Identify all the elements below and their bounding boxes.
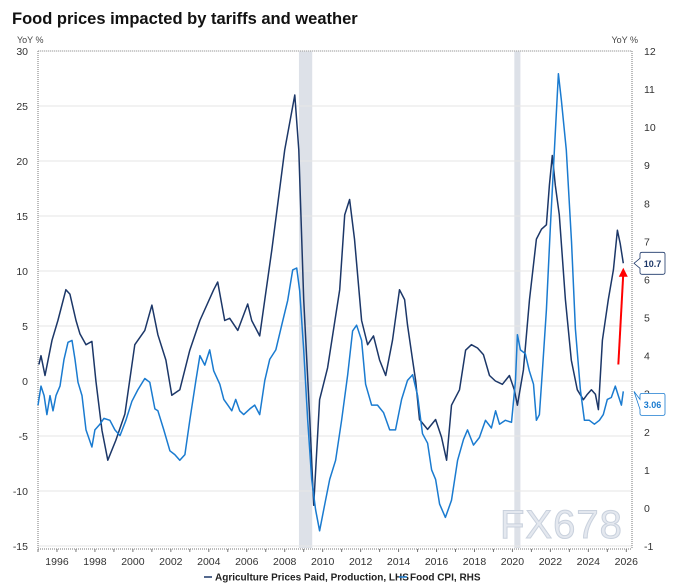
right-tick-label: 2 (644, 427, 650, 439)
x-tick-label: 2012 (349, 556, 373, 568)
left-tick-label: 0 (22, 376, 28, 388)
left-tick-label: -15 (13, 541, 28, 553)
x-tick-label: 2002 (159, 556, 183, 568)
x-tick-label: 2016 (425, 556, 449, 568)
last-value-callout (633, 391, 666, 416)
x-tick-label: 2024 (577, 556, 601, 568)
legend-label-agriculture: Agriculture Prices Paid, Production, LHS (215, 573, 409, 584)
chart-title: Food prices impacted by tariffs and weat… (12, 10, 358, 28)
x-tick-label: 2022 (539, 556, 563, 568)
right-axis-label: YoY % (611, 35, 638, 45)
x-tick-label: 1996 (45, 556, 69, 568)
last-value-callout (633, 251, 666, 275)
right-tick-label: 5 (644, 313, 650, 325)
left-tick-label: 25 (16, 101, 28, 113)
series-line-agriculture (38, 94, 625, 507)
red-arrow-shaft (617, 273, 625, 365)
right-tick-label: 10 (644, 122, 656, 134)
left-tick-label: -5 (19, 431, 28, 443)
left-tick-label: 10 (16, 266, 28, 278)
x-tick-label: 2020 (501, 556, 525, 568)
left-tick-label: 30 (16, 46, 28, 58)
legend: Agriculture Prices Paid, Production, LHS… (204, 573, 481, 584)
series-line-food-cpi (37, 73, 625, 532)
x-tick-label: 2000 (121, 556, 145, 568)
right-tick-label: 4 (644, 351, 650, 363)
left-tick-label: 5 (22, 321, 28, 333)
right-tick-label: 7 (644, 236, 650, 248)
left-tick-label: 15 (16, 211, 28, 223)
left-tick-label: -10 (13, 486, 28, 498)
watermark-logo: FX678 (500, 503, 623, 547)
right-tick-label: 8 (644, 198, 650, 210)
right-tick-label: 0 (644, 503, 650, 515)
x-tick-label: 2008 (273, 556, 297, 568)
right-tick-label: 6 (644, 274, 650, 286)
last-value-label: 3.06 (644, 400, 662, 410)
right-tick-label: -1 (644, 541, 653, 553)
x-tick-label: 2018 (463, 556, 487, 568)
x-tick-label: 2026 (615, 556, 639, 568)
recession-band (514, 51, 521, 548)
x-tick-label: 2010 (311, 556, 335, 568)
last-value-label: 10.7 (644, 259, 662, 269)
right-tick-label: 12 (644, 46, 656, 58)
x-tick-label: 2014 (387, 556, 411, 568)
right-tick-label: 9 (644, 160, 650, 172)
x-tick-label: 2004 (197, 556, 221, 568)
right-tick-label: 1 (644, 465, 650, 477)
legend-label-food-cpi: Food CPI, RHS (410, 573, 481, 584)
left-axis-label: YoY % (17, 35, 44, 45)
x-tick-label: 1998 (83, 556, 107, 568)
x-tick-label: 2006 (235, 556, 259, 568)
red-arrow-head (618, 267, 628, 277)
right-tick-label: 11 (644, 84, 655, 96)
left-tick-label: 20 (16, 156, 28, 168)
recession-band (298, 51, 313, 548)
